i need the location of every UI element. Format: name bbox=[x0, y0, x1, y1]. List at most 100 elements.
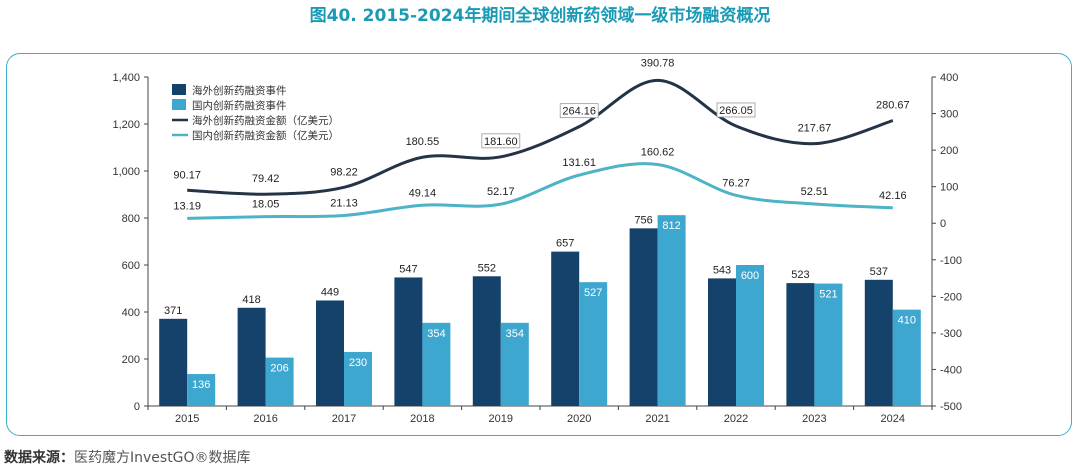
legend-label: 海外创新药融资事件 bbox=[192, 84, 287, 97]
x-tick-label: 2021 bbox=[645, 413, 669, 425]
bar-overseas-label: 449 bbox=[321, 286, 339, 298]
line-overseas-label: 264.16 bbox=[562, 106, 596, 118]
bar-overseas-label: 543 bbox=[713, 264, 731, 276]
line-domestic-label: 160.62 bbox=[641, 147, 675, 159]
line-overseas-label: 98.22 bbox=[330, 166, 358, 178]
y-right-tick-label: 0 bbox=[940, 218, 946, 230]
legend-label: 国内创新药融资金额（亿美元） bbox=[192, 129, 339, 142]
line-domestic-label: 13.19 bbox=[173, 200, 201, 212]
bar-domestic-label: 136 bbox=[192, 379, 210, 391]
bar-domestic-events bbox=[892, 309, 921, 406]
bar-overseas-events bbox=[551, 251, 580, 406]
x-tick-label: 2018 bbox=[410, 413, 434, 425]
line-overseas-label: 266.05 bbox=[719, 105, 753, 117]
bar-domestic-label: 600 bbox=[741, 270, 759, 282]
y-right-tick-label: -300 bbox=[940, 328, 962, 340]
bar-overseas-label: 537 bbox=[870, 266, 888, 278]
line-overseas-label: 181.60 bbox=[484, 136, 518, 148]
source-text: 医药魔方InvestGO®数据库 bbox=[74, 450, 251, 466]
y-left-tick-label: 1,400 bbox=[112, 72, 140, 84]
line-overseas-label: 90.17 bbox=[173, 169, 201, 181]
bar-overseas-events bbox=[237, 307, 266, 406]
bar-domestic-events bbox=[579, 282, 608, 406]
line-domestic-label: 131.61 bbox=[562, 157, 596, 169]
data-labels: 371 136 418 206 449 230 547 354 552 354 657 527 756 8… bbox=[164, 57, 916, 391]
line-overseas-label: 217.67 bbox=[798, 123, 832, 135]
bar-domestic-events bbox=[344, 351, 372, 406]
line-domestic-label: 76.27 bbox=[722, 177, 750, 189]
y-right-tick-label: -100 bbox=[940, 255, 962, 267]
legend-label: 海外创新药融资金额（亿美元） bbox=[192, 114, 339, 127]
bar-overseas-label: 371 bbox=[164, 305, 182, 317]
y-right-tick-label: 300 bbox=[940, 109, 958, 121]
y-left-tick-label: 800 bbox=[122, 213, 140, 225]
line-overseas-label: 180.55 bbox=[406, 136, 440, 148]
bar-domestic-events bbox=[422, 322, 451, 406]
bar-domestic-events bbox=[187, 374, 216, 406]
bar-domestic-events bbox=[814, 283, 843, 406]
line-overseas-label-box bbox=[559, 103, 599, 119]
y-left-tick-label: 400 bbox=[122, 307, 140, 319]
bar-overseas-label: 552 bbox=[478, 262, 496, 274]
legend-label: 国内创新药融资事件 bbox=[192, 99, 287, 112]
bars bbox=[159, 215, 921, 406]
bar-domestic-label: 521 bbox=[819, 289, 837, 301]
y-right-tick-label: 200 bbox=[940, 145, 958, 157]
y-left-tick-label: 0 bbox=[134, 401, 140, 413]
line-domestic-label: 21.13 bbox=[330, 197, 358, 209]
bar-overseas-label: 657 bbox=[556, 238, 574, 250]
bar-overseas-label: 756 bbox=[634, 214, 652, 226]
x-tick-label: 2022 bbox=[724, 413, 748, 425]
bar-domestic-label: 354 bbox=[427, 328, 445, 340]
chart-panel bbox=[6, 53, 1072, 436]
bar-domestic-events bbox=[265, 357, 294, 406]
lines bbox=[187, 78, 894, 220]
bar-overseas-label: 523 bbox=[791, 269, 809, 281]
bar-overseas-events bbox=[472, 276, 501, 406]
bar-domestic-label: 812 bbox=[662, 220, 680, 232]
legend-swatch bbox=[172, 99, 186, 110]
line-domestic-label: 42.16 bbox=[879, 190, 907, 202]
x-tick-label: 2015 bbox=[175, 413, 199, 425]
bar-overseas-events bbox=[394, 277, 423, 406]
line-overseas-label-box bbox=[716, 102, 756, 118]
line-domestic-label: 18.05 bbox=[252, 199, 280, 211]
bar-overseas-events bbox=[316, 300, 344, 406]
source-label: 数据来源： bbox=[4, 450, 74, 466]
x-tick-label: 2024 bbox=[881, 413, 905, 425]
line-domestic-label: 49.14 bbox=[409, 187, 437, 199]
bar-overseas-label: 547 bbox=[399, 263, 417, 275]
x-tick-label: 2020 bbox=[567, 413, 591, 425]
y-right-tick-label: -500 bbox=[940, 401, 962, 413]
bar-overseas-events bbox=[708, 278, 736, 406]
bar-domestic-label: 230 bbox=[349, 357, 367, 369]
line-overseas-label-box bbox=[481, 133, 521, 149]
bar-domestic-label: 527 bbox=[584, 287, 602, 299]
bar-domestic-events bbox=[736, 265, 764, 406]
legend-swatch bbox=[172, 84, 186, 95]
y-right-tick-label: 400 bbox=[940, 72, 958, 84]
x-tick-label: 2017 bbox=[332, 413, 356, 425]
bar-domestic-events bbox=[657, 215, 686, 406]
x-tick-label: 2016 bbox=[253, 413, 277, 425]
bar-overseas-label: 418 bbox=[242, 294, 260, 306]
bar-overseas-events bbox=[864, 279, 893, 406]
line-overseas-label: 79.42 bbox=[252, 173, 280, 185]
y-left-tick-label: 1,200 bbox=[112, 119, 140, 131]
bar-overseas-events bbox=[629, 228, 658, 406]
bar-domestic-label: 206 bbox=[270, 363, 288, 375]
y-right-tick-label: -200 bbox=[940, 291, 962, 303]
bar-domestic-label: 410 bbox=[898, 315, 916, 327]
bar-overseas-events bbox=[159, 318, 188, 406]
line-domestic-label: 52.17 bbox=[487, 186, 515, 198]
x-tick-label: 2023 bbox=[802, 413, 826, 425]
x-tick-label: 2019 bbox=[489, 413, 513, 425]
source-note: 数据来源：医药魔方InvestGO®数据库 bbox=[4, 448, 251, 468]
y-left-tick-label: 1,000 bbox=[112, 166, 140, 178]
chart-title: 图40. 2015-2024年期间全球创新药领域一级市场融资概况 bbox=[309, 6, 771, 26]
y-left-tick-label: 200 bbox=[122, 354, 140, 366]
bar-overseas-events bbox=[786, 283, 815, 406]
bar-domestic-label: 354 bbox=[506, 328, 524, 340]
